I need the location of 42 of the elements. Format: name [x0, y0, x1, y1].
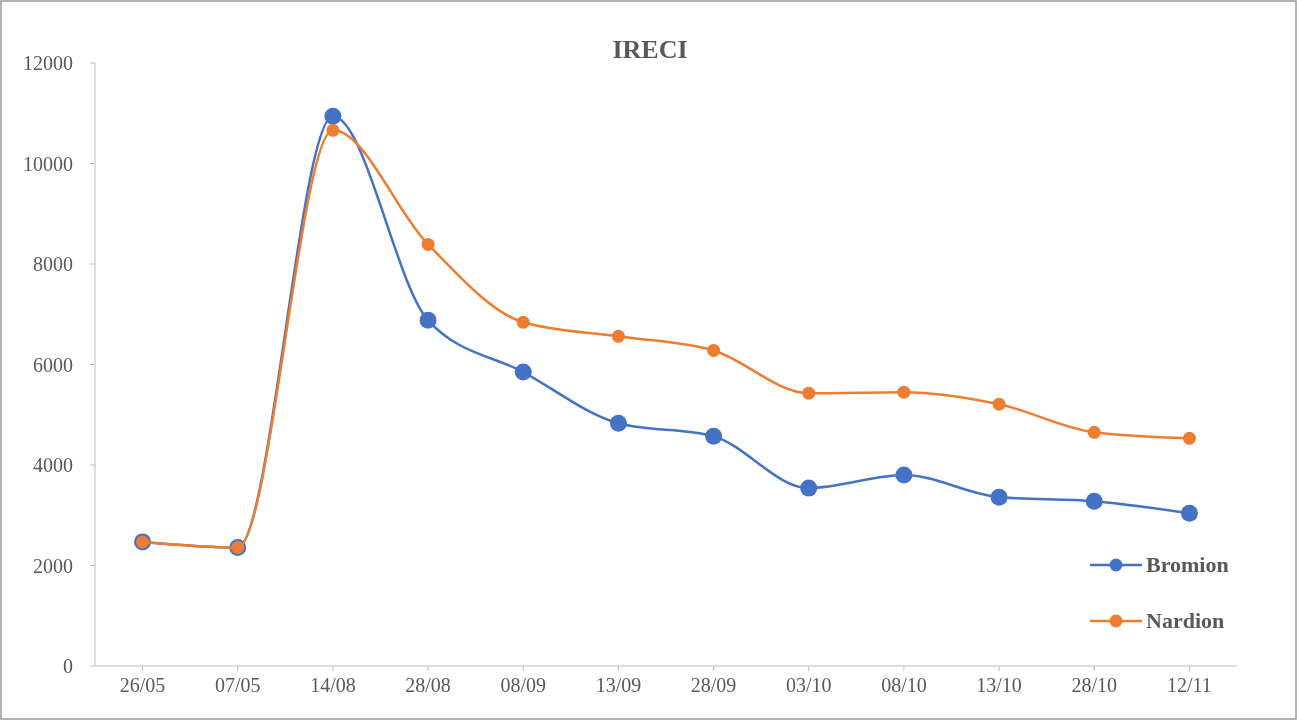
x-tick-label: 13/09	[595, 674, 642, 696]
x-tick-label: 28/08	[405, 674, 451, 696]
x-tick-label: 13/10	[976, 674, 1022, 696]
x-tick-label: 28/10	[1071, 674, 1118, 696]
point	[516, 315, 530, 329]
chart-title: IRECI	[612, 35, 688, 64]
point	[707, 343, 721, 357]
point	[897, 385, 911, 399]
x-tick-label: 12/11	[1167, 674, 1212, 696]
x-tick-label: 08/09	[500, 674, 547, 696]
point	[421, 237, 435, 251]
point	[1087, 425, 1101, 439]
point	[611, 329, 625, 343]
point	[1182, 431, 1196, 445]
y-tick-label: 2000	[33, 554, 73, 577]
point	[326, 123, 340, 137]
point	[419, 311, 437, 329]
point	[609, 414, 627, 432]
x-tick-label: 14/08	[310, 674, 356, 696]
point	[705, 427, 723, 445]
x-tick-label: 07/05	[214, 674, 261, 696]
y-tick-label: 6000	[33, 353, 73, 376]
point	[895, 466, 913, 484]
y-tick-label: 10000	[23, 152, 73, 175]
x-tick-label: 28/09	[690, 674, 737, 696]
legend-label: Bromion	[1146, 552, 1229, 577]
y-tick-label: 0	[63, 655, 73, 677]
point	[992, 397, 1006, 411]
x-tick-label: 08/10	[881, 674, 927, 696]
point	[802, 386, 816, 400]
legend-label: Nardion	[1146, 608, 1225, 633]
y-tick-label: 12000	[23, 52, 73, 74]
y-tick-label: 4000	[33, 454, 73, 476]
point	[1085, 492, 1103, 510]
point	[990, 488, 1008, 506]
point	[324, 107, 342, 125]
point	[514, 363, 532, 381]
x-tick-label: 26/05	[119, 674, 166, 696]
point	[800, 479, 818, 497]
point	[1180, 504, 1198, 522]
x-tick-label: 03/10	[785, 674, 832, 696]
y-tick-label: 8000	[33, 253, 73, 275]
